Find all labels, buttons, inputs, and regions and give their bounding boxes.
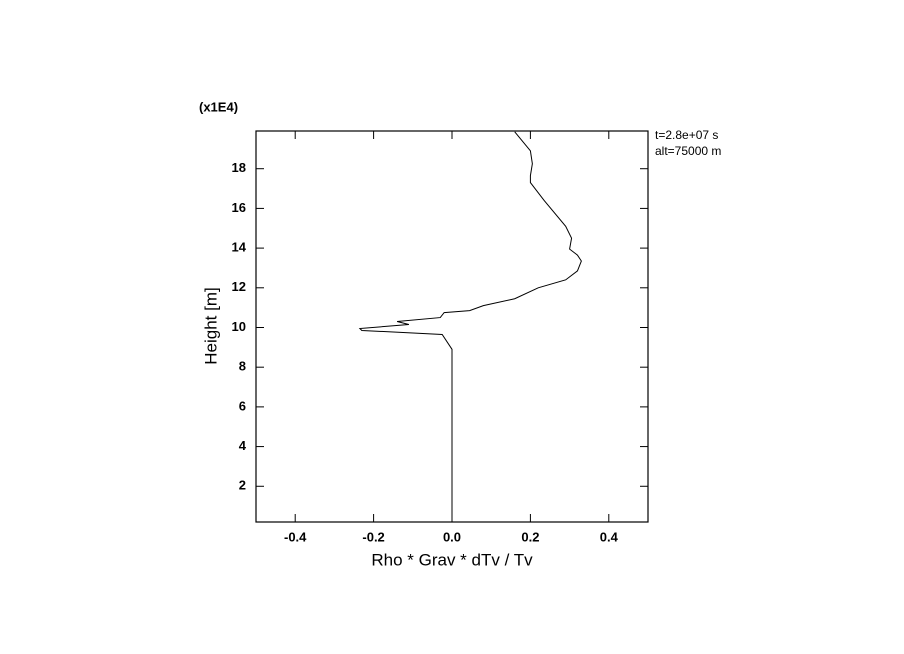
y-tick-label: 12: [232, 279, 246, 294]
y-tick-label: 2: [239, 478, 246, 493]
y-tick-label: 10: [232, 319, 246, 334]
y-tick-label: 6: [239, 398, 246, 413]
y-tick-label: 16: [232, 200, 246, 215]
data-line: [358, 131, 582, 522]
y-tick-label: 18: [232, 160, 246, 175]
annotation: alt=75000 m: [655, 144, 721, 158]
x-tick-label: -0.2: [362, 529, 384, 544]
y-tick-label: 14: [232, 240, 247, 255]
x-axis-label: Rho * Grav * dTv / Tv: [371, 550, 533, 569]
annotation: t=2.8e+07 s: [655, 128, 718, 142]
y-scale-label: (x1E4): [199, 99, 238, 114]
x-tick-label: 0.0: [443, 529, 461, 544]
y-tick-label: 8: [239, 359, 246, 374]
x-tick-label: 0.4: [600, 529, 619, 544]
y-axis-label: Height [m]: [201, 287, 220, 364]
x-tick-label: -0.4: [284, 529, 307, 544]
x-tick-label: 0.2: [521, 529, 539, 544]
y-tick-label: 4: [239, 438, 247, 453]
